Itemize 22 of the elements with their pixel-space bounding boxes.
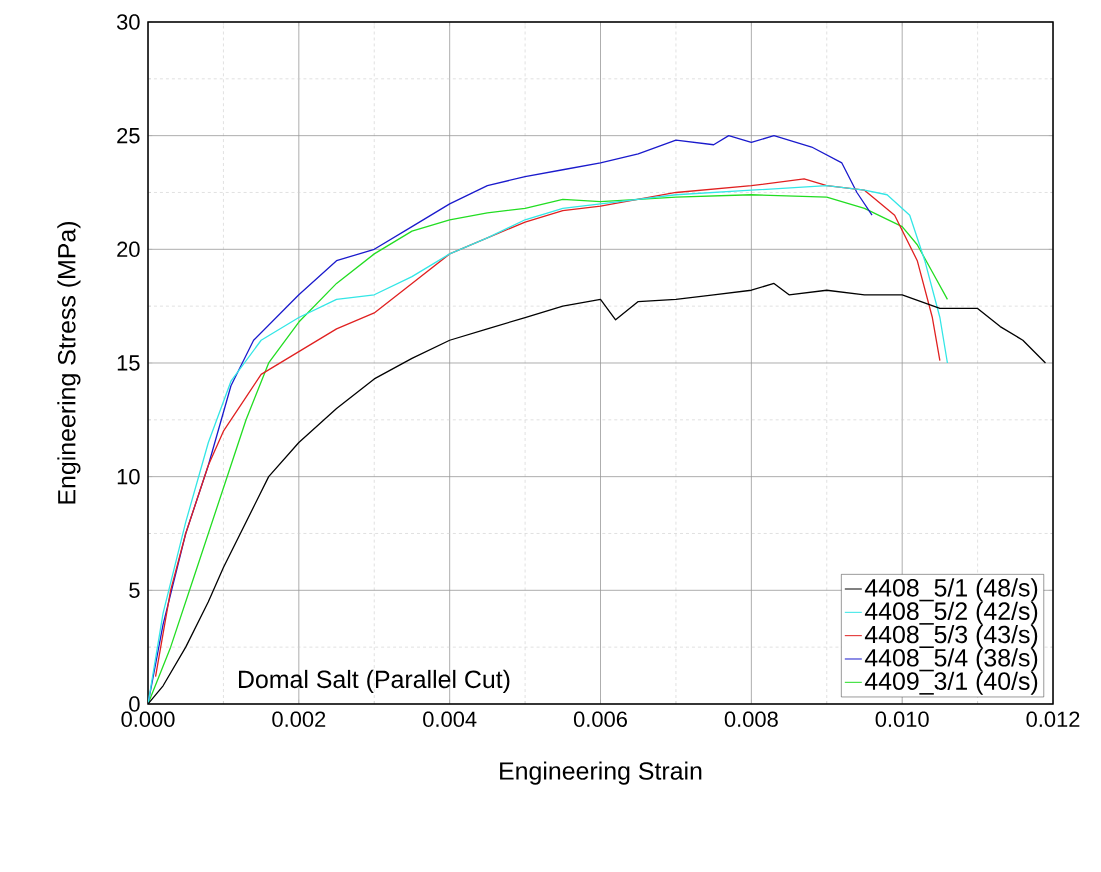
y-axis-title: Engineering Stress (MPa) — [57, 222, 81, 504]
x-tick-label: 0.010 — [875, 711, 929, 728]
y-tick-label: 20 — [117, 241, 140, 258]
legend-label: 4409_3/1 (40/s) — [864, 671, 1038, 695]
legend-label: 4408_5/3 (43/s) — [864, 625, 1038, 649]
y-tick-label: 15 — [117, 355, 140, 371]
legend-label: 4408_5/4 (38/s) — [864, 648, 1038, 672]
x-tick-label: 0.004 — [423, 711, 477, 728]
x-tick-label: 0.000 — [121, 711, 175, 728]
legend-label: 4408_5/1 (48/s) — [864, 578, 1038, 602]
x-tick-label: 0.012 — [1026, 711, 1080, 728]
x-tick-label: 0.006 — [573, 711, 627, 728]
y-tick-label: 0 — [129, 696, 140, 712]
x-tick-label: 0.002 — [272, 711, 326, 728]
y-tick-label: 10 — [117, 468, 140, 485]
legend-label: 4408_5/2 (42/s) — [864, 601, 1038, 625]
annotation: Domal Salt (Parallel Cut) — [239, 669, 510, 694]
x-axis-title: Engineering Strain — [500, 761, 702, 785]
y-tick-label: 30 — [116, 14, 140, 30]
y-tick-label: 5 — [129, 582, 140, 598]
x-tick-label: 0.008 — [724, 711, 778, 728]
y-tick-label: 25 — [117, 127, 140, 144]
